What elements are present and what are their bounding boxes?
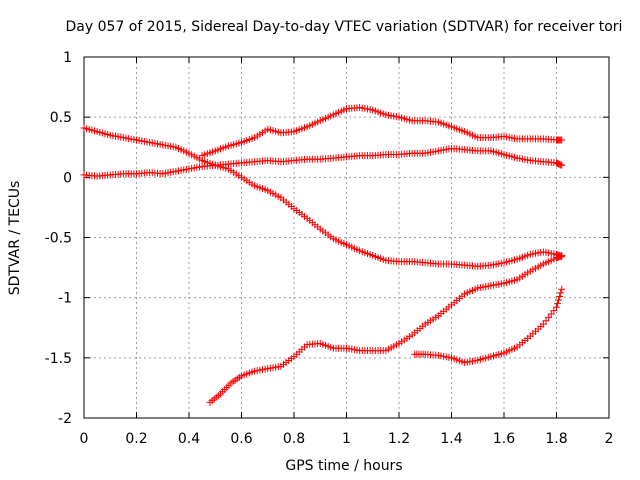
data-point-marker <box>555 296 563 304</box>
y-axis-ticks: -2 -1.5 -1 -0.5 0 0.5 1 <box>45 50 609 427</box>
x-tick-label: 2 <box>605 431 614 447</box>
x-tick-label: 1.6 <box>493 431 515 447</box>
x-tick-label: 1 <box>342 431 351 447</box>
y-tick-label: -1 <box>58 291 72 307</box>
series-4 <box>206 252 566 406</box>
data-point-marker <box>556 292 564 300</box>
y-axis-label: SDTVAR / TECUs <box>7 181 23 296</box>
x-tick-label: 1.4 <box>440 431 462 447</box>
x-tick-label: 0.4 <box>178 431 200 447</box>
y-tick-label: 0 <box>63 170 72 186</box>
y-tick-label: -2 <box>58 411 72 427</box>
y-tick-label: -1.5 <box>45 351 72 367</box>
series-2 <box>80 144 566 180</box>
x-tick-label: 0.8 <box>283 431 305 447</box>
data-point-marker <box>558 136 566 144</box>
data-point-marker <box>554 300 562 308</box>
x-tick-label: 0.6 <box>230 431 252 447</box>
series-3 <box>198 104 566 160</box>
series-1 <box>80 124 566 270</box>
y-tick-label: 1 <box>63 50 72 66</box>
data-point-marker <box>558 285 566 293</box>
x-axis-ticks: 0 0.2 0.4 0.6 0.8 1 1.2 1.4 1.6 1.8 2 <box>80 57 614 447</box>
x-tick-label: 0.2 <box>125 431 147 447</box>
series-5 <box>411 285 566 367</box>
data-point-marker <box>558 252 566 260</box>
chart-title: Day 057 of 2015, Sidereal Day-to-day VTE… <box>66 19 623 35</box>
x-tick-label: 1.8 <box>545 431 567 447</box>
data-point-marker <box>557 289 565 297</box>
x-tick-label: 1.2 <box>388 431 410 447</box>
data-markers <box>80 104 566 406</box>
data-point-marker <box>558 161 566 169</box>
x-tick-label: 0 <box>80 431 89 447</box>
data-point-marker <box>553 303 560 311</box>
x-axis-label: GPS time / hours <box>285 458 402 474</box>
y-tick-label: -0.5 <box>45 231 72 247</box>
y-tick-label: 0.5 <box>50 110 72 126</box>
